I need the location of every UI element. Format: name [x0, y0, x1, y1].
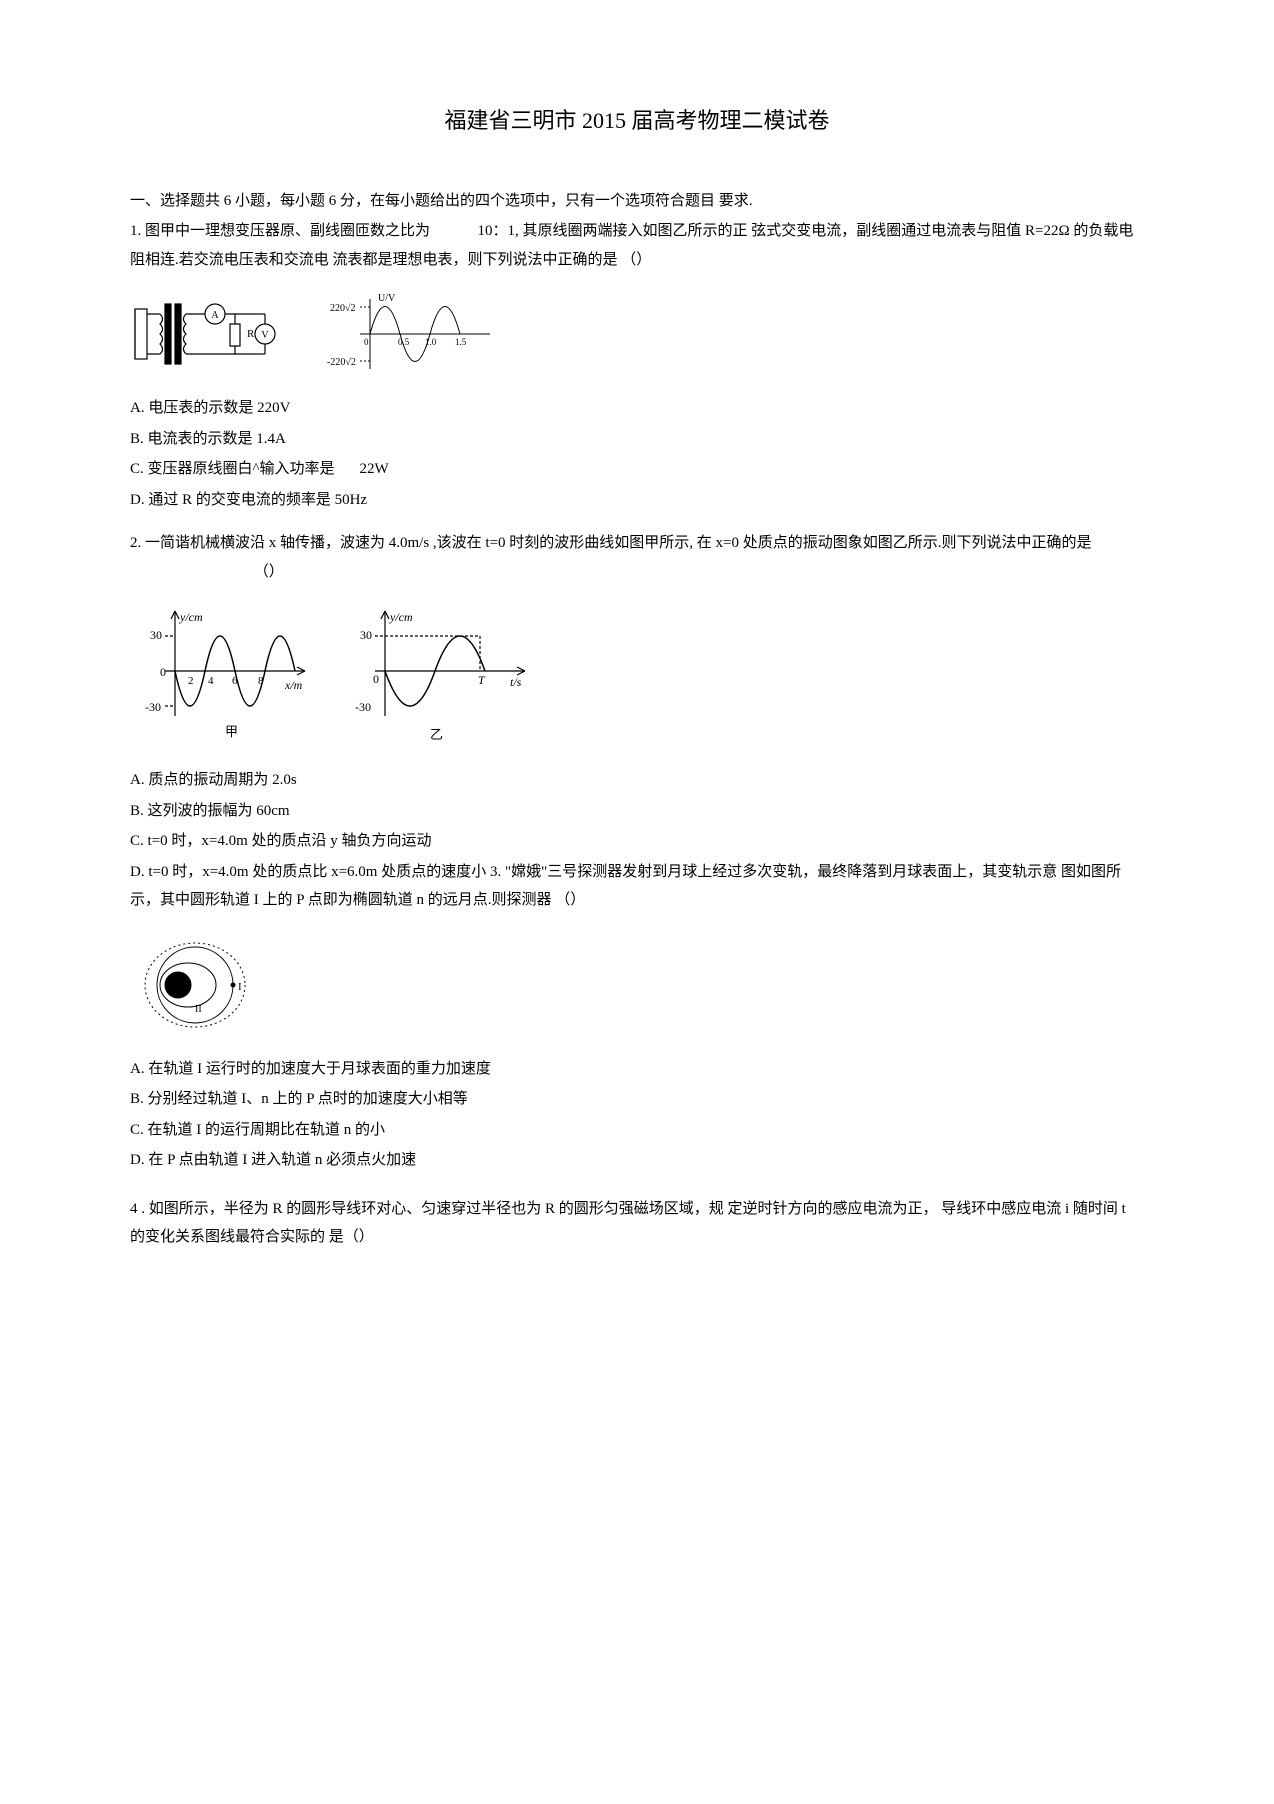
svg-text:-30: -30: [355, 700, 371, 714]
page-title: 福建省三明市 2015 届高考物理二模试卷: [130, 100, 1144, 142]
q2-text: 2. 一简谐机械横波沿 x 轴传播，波速为 4.0m/s ,该波在 t=0 时刻…: [130, 535, 1092, 551]
q1-opt-a: A. 电压表的示数是 220V: [130, 394, 1144, 423]
q2-opt-d: D. t=0 时，x=4.0m 处的质点比 x=6.0m 处质点的速度小 3. …: [130, 858, 1144, 915]
svg-text:30: 30: [360, 628, 372, 642]
q2-opt-b: B. 这列波的振幅为 60cm: [130, 797, 1144, 826]
q1-text-part1b: 10：1, 其原线圈两端接入如图乙所示的正: [478, 223, 748, 239]
svg-text:8: 8: [258, 675, 264, 687]
svg-text:x/m: x/m: [284, 678, 303, 692]
q1-options: A. 电压表的示数是 220V B. 电流表的示数是 1.4A C. 变压器原线…: [130, 394, 1144, 514]
svg-text:0: 0: [373, 672, 379, 686]
svg-text:I: I: [238, 981, 242, 993]
q2-figure: y/cm 30 0 -30 2 4 6 8 x/m 甲 y/cm 30 0 -3…: [130, 601, 1144, 751]
q1-figure: A R V U/V 220√2 -220√2 0.5 1.0: [130, 289, 1144, 379]
svg-text:0.5: 0.5: [398, 337, 410, 347]
svg-text:1.5: 1.5: [455, 337, 467, 347]
svg-text:4: 4: [208, 675, 214, 687]
q3-opt-d: D. 在 P 点由轨道 I 进入轨道 n 必须点火加速: [130, 1146, 1144, 1175]
fig-label-left: 甲: [225, 724, 238, 739]
svg-text:y/cm: y/cm: [389, 610, 413, 624]
section-header: 一、选择题共 6 小题，每小题 6 分，在每小题给出的四个选项中，只有一个选项符…: [130, 187, 1144, 216]
question-1: 1. 图甲中一理想变压器原、副线圈匝数之比为 10：1, 其原线圈两端接入如图乙…: [130, 217, 1144, 274]
svg-text:6: 6: [232, 675, 238, 687]
q3-opt-b: B. 分别经过轨道 I、n 上的 P 点时的加速度大小相等: [130, 1085, 1144, 1114]
ammeter-label: A: [211, 310, 219, 321]
svg-text:0: 0: [364, 337, 369, 347]
q2-options: A. 质点的振动周期为 2.0s B. 这列波的振幅为 60cm C. t=0 …: [130, 766, 1144, 915]
q4-text: 4 . 如图所示，半径为 R 的圆形导线环对心、匀速穿过半径也为 R 的圆形匀强…: [130, 1201, 1126, 1246]
q3-opt-c: C. 在轨道 I 的运行周期比在轨道 n 的小: [130, 1116, 1144, 1145]
q1-opt-c: C. 变压器原线圈白^输入功率是22W: [130, 455, 1144, 484]
svg-text:30: 30: [150, 628, 162, 642]
q3-opt-a: A. 在轨道 I 运行时的加速度大于月球表面的重力加速度: [130, 1055, 1144, 1084]
svg-text:-30: -30: [145, 700, 161, 714]
q2-opt-a: A. 质点的振动周期为 2.0s: [130, 766, 1144, 795]
svg-text:II: II: [195, 1004, 202, 1015]
y-bot: -220√2: [327, 357, 356, 368]
uv-label: U/V: [378, 293, 396, 304]
question-4: 4 . 如图所示，半径为 R 的圆形导线环对心、匀速穿过半径也为 R 的圆形匀强…: [130, 1195, 1144, 1252]
svg-text:y/cm: y/cm: [179, 610, 203, 624]
question-2: 2. 一简谐机械横波沿 x 轴传播，波速为 4.0m/s ,该波在 t=0 时刻…: [130, 529, 1144, 586]
svg-text:0: 0: [160, 665, 166, 679]
q1-opt-b: B. 电流表的示数是 1.4A: [130, 425, 1144, 454]
svg-text:t/s: t/s: [510, 675, 522, 689]
q1-opt-d: D. 通过 R 的交变电流的频率是 50Hz: [130, 486, 1144, 515]
q1-text-part1: 1. 图甲中一理想变压器原、副线圈匝数之比为: [130, 223, 430, 239]
q2-opt-c: C. t=0 时，x=4.0m 处的质点沿 y 轴负方向运动: [130, 827, 1144, 856]
svg-text:T: T: [478, 673, 486, 687]
voltmeter-label: V: [261, 330, 269, 341]
q3-figure: I II: [130, 930, 1144, 1040]
resistor-label: R: [247, 328, 255, 340]
svg-text:2: 2: [188, 675, 194, 687]
q3-options: A. 在轨道 I 运行时的加速度大于月球表面的重力加速度 B. 分别经过轨道 I…: [130, 1055, 1144, 1175]
q2-paren: （）: [254, 564, 284, 580]
y-top: 220√2: [330, 303, 356, 314]
svg-text:1.0: 1.0: [425, 337, 437, 347]
fig-label-right: 乙: [430, 727, 443, 742]
